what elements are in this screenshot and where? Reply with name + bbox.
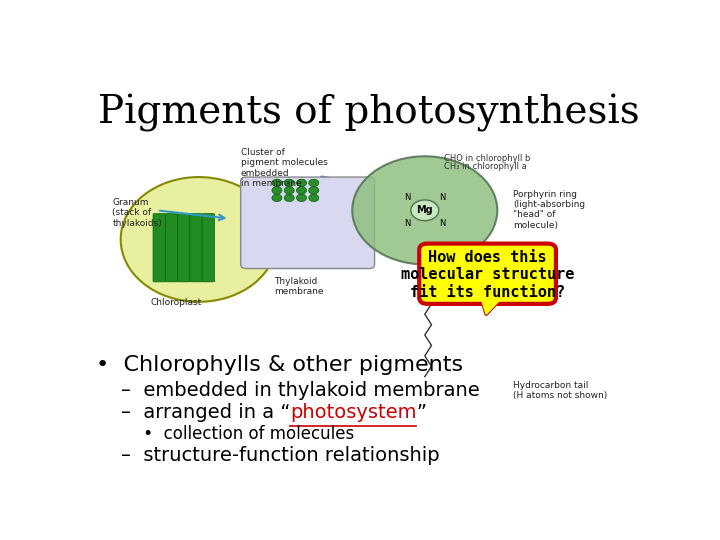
- Circle shape: [352, 156, 498, 265]
- Text: N: N: [404, 219, 410, 228]
- Circle shape: [284, 194, 294, 201]
- FancyBboxPatch shape: [153, 214, 166, 282]
- Circle shape: [297, 194, 307, 201]
- Text: Cluster of
pigment molecules
embedded
in membrane: Cluster of pigment molecules embedded in…: [240, 148, 328, 188]
- Circle shape: [272, 194, 282, 201]
- Text: photosystem: photosystem: [290, 403, 416, 422]
- Text: How does this
molecular structure
fit its function?: How does this molecular structure fit it…: [400, 250, 574, 300]
- Text: Porphyrin ring
(light-absorbing
"head" of
molecule): Porphyrin ring (light-absorbing "head" o…: [513, 190, 585, 230]
- Text: CHO in chlorophyll b: CHO in chlorophyll b: [444, 154, 531, 163]
- FancyBboxPatch shape: [240, 177, 374, 268]
- FancyBboxPatch shape: [190, 214, 202, 282]
- Circle shape: [272, 179, 282, 187]
- Text: Pigments of photosynthesis: Pigments of photosynthesis: [98, 94, 640, 132]
- FancyBboxPatch shape: [419, 244, 556, 304]
- Text: CH₃ in chlorophyll a: CH₃ in chlorophyll a: [444, 162, 527, 171]
- Ellipse shape: [121, 177, 277, 302]
- FancyBboxPatch shape: [166, 214, 178, 282]
- Text: –  arranged in a “: – arranged in a “: [96, 403, 290, 422]
- Text: Mg: Mg: [416, 205, 433, 215]
- FancyBboxPatch shape: [202, 214, 215, 282]
- Text: –  structure-function relationship: – structure-function relationship: [96, 446, 439, 465]
- Text: Chloroplast: Chloroplast: [151, 298, 202, 307]
- Text: N: N: [439, 219, 446, 228]
- Circle shape: [309, 187, 319, 194]
- Circle shape: [411, 200, 438, 221]
- Circle shape: [297, 187, 307, 194]
- Text: N: N: [439, 193, 446, 201]
- Circle shape: [284, 179, 294, 187]
- Circle shape: [284, 187, 294, 194]
- Text: –  embedded in thylakoid membrane: – embedded in thylakoid membrane: [96, 381, 480, 400]
- Polygon shape: [481, 297, 503, 314]
- Circle shape: [297, 179, 307, 187]
- Circle shape: [309, 179, 319, 187]
- Text: Hydrocarbon tail
(H atoms not shown): Hydrocarbon tail (H atoms not shown): [513, 381, 607, 400]
- Text: Thylakoid
membrane: Thylakoid membrane: [274, 277, 324, 296]
- FancyBboxPatch shape: [178, 214, 190, 282]
- Text: ”: ”: [416, 403, 426, 422]
- Circle shape: [272, 187, 282, 194]
- Text: Granum
(stack of
thylakoids): Granum (stack of thylakoids): [112, 198, 162, 228]
- Text: •  collection of molecules: • collection of molecules: [96, 425, 354, 443]
- Text: •  Chlorophylls & other pigments: • Chlorophylls & other pigments: [96, 355, 463, 375]
- Circle shape: [309, 194, 319, 201]
- Text: N: N: [404, 193, 410, 201]
